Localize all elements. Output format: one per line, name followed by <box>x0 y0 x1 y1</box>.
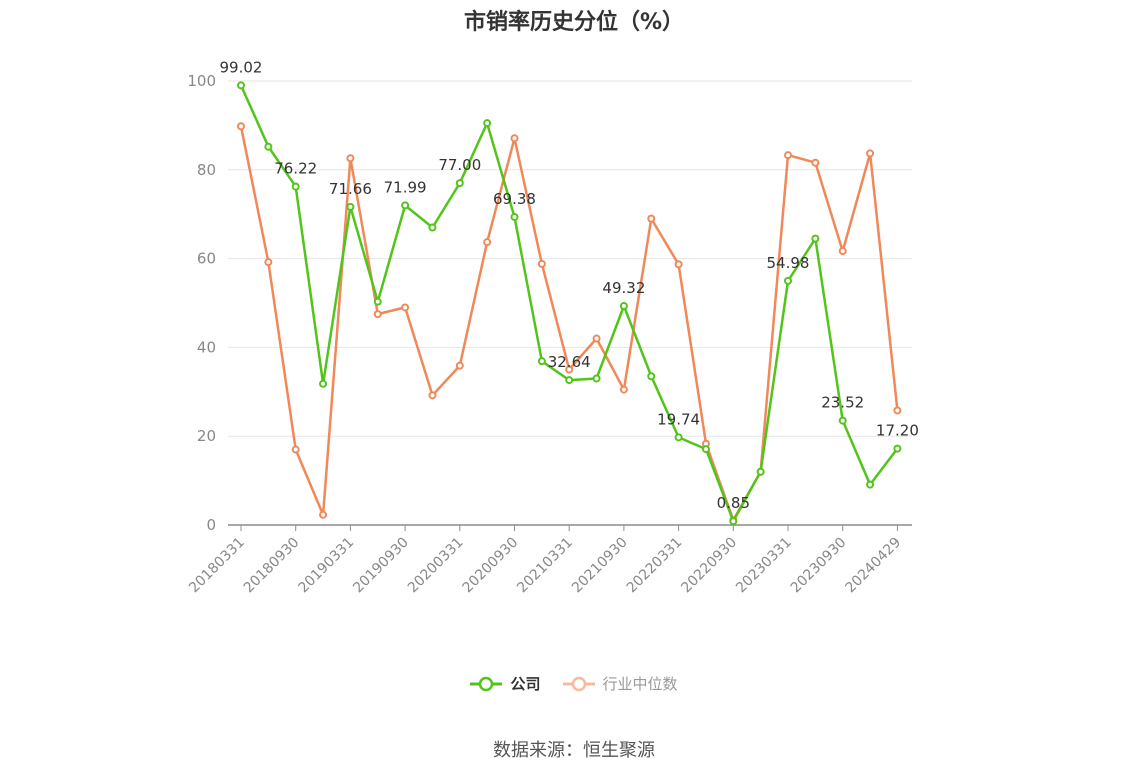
legend-label: 公司 <box>510 675 541 693</box>
legend-swatch-icon <box>470 676 503 691</box>
industry-point <box>401 303 410 312</box>
legend-item-industry-median[interactable]: 行业中位数 <box>562 673 678 694</box>
company-point <box>866 480 875 489</box>
chart-title: 市销率历史分位（%） <box>463 10 685 35</box>
industry-point <box>264 258 273 267</box>
data-label: 17.20 <box>876 422 919 440</box>
x-tick-label: 20240429 <box>843 535 905 597</box>
company-point <box>647 372 656 381</box>
y-tick-label: 80 <box>197 161 216 179</box>
axes: 0 20 40 60 80 100 2018033120180930201903312019… <box>186 72 912 596</box>
legend-label: 行业中位数 <box>602 675 678 693</box>
company-point <box>510 212 519 221</box>
data-label: 54.98 <box>767 254 810 272</box>
data-label: 23.52 <box>821 394 864 412</box>
data-label: 32.64 <box>548 353 591 371</box>
x-tick-label: 20230331 <box>733 535 795 597</box>
legend: 公司 行业中位数 <box>0 673 1148 694</box>
industry-point <box>866 149 875 158</box>
data-labels: 99.02 76.22 71.66 71.99 77.00 69.38 32.64 49.32… <box>220 58 919 512</box>
industry-point <box>537 259 546 268</box>
data-label: 49.32 <box>602 279 645 297</box>
company-point <box>237 81 245 90</box>
company-point <box>428 223 437 232</box>
source-note: 数据来源：恒生聚源 <box>493 740 655 761</box>
data-label: 19.74 <box>657 410 700 428</box>
x-tick-label: 20190331 <box>296 535 358 597</box>
industry-point <box>619 385 628 394</box>
industry-point <box>291 445 300 454</box>
industry-point <box>838 247 847 256</box>
x-tick-label: 20200930 <box>460 535 522 597</box>
series-lines <box>237 81 902 526</box>
data-label: 0.85 <box>717 494 750 512</box>
industry-point <box>893 406 902 415</box>
industry-point <box>237 122 245 131</box>
company-point <box>373 297 382 306</box>
legend-item-company[interactable]: 公司 <box>470 673 541 694</box>
company-point <box>291 182 300 191</box>
x-tick-label: 20220331 <box>624 535 686 597</box>
industry-point <box>373 310 382 319</box>
company-point <box>619 302 628 311</box>
company-point <box>319 379 328 388</box>
x-tick-label: 20200331 <box>405 535 467 597</box>
y-tick-label: 60 <box>197 250 216 268</box>
data-label: 71.66 <box>329 180 372 198</box>
industry-point <box>565 365 574 374</box>
x-tick-label: 20180331 <box>186 535 248 597</box>
industry-point <box>346 154 355 163</box>
data-label: 71.99 <box>384 178 427 196</box>
company-point <box>455 179 464 188</box>
industry-point <box>428 391 437 400</box>
company-point <box>811 234 820 243</box>
company-point <box>592 374 601 383</box>
industry-point <box>784 151 792 160</box>
industry-point <box>510 134 519 143</box>
industry-point <box>674 260 683 269</box>
x-tick-label: 20230930 <box>788 535 850 597</box>
x-tick-label: 20210331 <box>514 535 576 597</box>
legend-swatch-icon <box>562 676 595 691</box>
industry-point <box>455 361 464 370</box>
y-tick-label: 0 <box>206 516 216 534</box>
company-point <box>729 517 738 526</box>
company-point <box>537 357 546 366</box>
x-tick-label: 20180930 <box>241 535 303 597</box>
company-point <box>264 142 273 151</box>
company-point <box>784 276 792 285</box>
industry-point <box>319 510 328 519</box>
y-tick-label: 40 <box>197 338 216 356</box>
industry-point <box>592 334 601 343</box>
industry-point <box>647 214 656 223</box>
company-point <box>838 416 847 425</box>
x-tick-label: 20210930 <box>569 535 631 597</box>
company-point <box>401 201 410 210</box>
data-label: 69.38 <box>493 190 536 208</box>
y-tick-label: 100 <box>187 72 216 90</box>
data-label: 77.00 <box>438 156 481 174</box>
company-point <box>893 444 902 453</box>
y-tick-label: 20 <box>197 427 216 445</box>
company-point <box>565 376 574 385</box>
company-point <box>756 467 765 476</box>
data-label: 76.22 <box>274 160 317 178</box>
company-point <box>346 202 355 211</box>
data-label: 99.02 <box>220 58 263 76</box>
industry-point <box>483 238 492 247</box>
company-point <box>674 433 683 442</box>
x-tick-label: 20190930 <box>350 535 412 597</box>
industry-point <box>811 158 820 167</box>
company-point <box>483 119 492 128</box>
company-point <box>701 445 710 454</box>
x-tick-label: 20220930 <box>678 535 740 597</box>
